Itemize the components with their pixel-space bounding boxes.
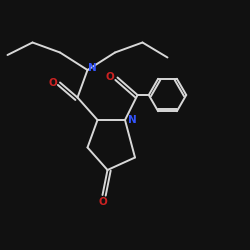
Text: N: N: [128, 115, 136, 125]
Text: O: O: [48, 78, 58, 88]
Text: O: O: [98, 197, 107, 207]
Text: O: O: [106, 72, 114, 83]
Text: N: N: [88, 63, 96, 73]
